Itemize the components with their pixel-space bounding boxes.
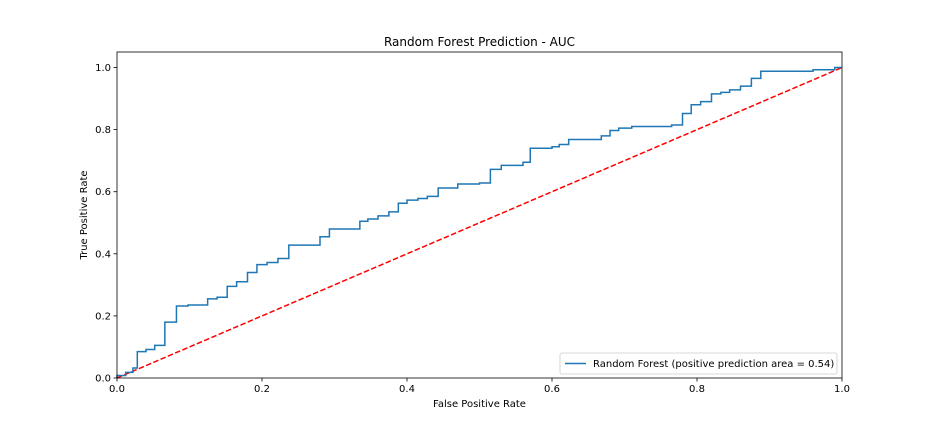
plot-frame bbox=[116, 51, 843, 379]
y-tick-label: 0.8 bbox=[95, 125, 111, 136]
x-axis-title: False Positive Rate bbox=[433, 399, 526, 410]
y-tick-label: 0.4 bbox=[95, 249, 111, 260]
chart-title: Random Forest Prediction - AUC bbox=[384, 35, 575, 49]
legend: Random Forest (positive prediction area … bbox=[559, 352, 838, 375]
plot-background bbox=[117, 52, 842, 378]
chance-line bbox=[116, 66, 843, 379]
y-tick-label: 0.2 bbox=[95, 311, 111, 322]
x-tick-label: 0.8 bbox=[689, 384, 705, 395]
y-axis: 0.0 0.2 0.4 0.6 0.8 1.0 bbox=[95, 63, 117, 385]
x-axis: 0.0 0.2 0.4 0.6 0.8 1.0 bbox=[109, 378, 850, 395]
y-tick-label: 1.0 bbox=[95, 63, 111, 74]
x-tick-label: 0.4 bbox=[399, 384, 415, 395]
x-tick-label: 0.0 bbox=[109, 384, 125, 395]
x-tick-label: 0.6 bbox=[544, 384, 560, 395]
y-axis-title: True Positive Rate bbox=[79, 170, 90, 260]
legend-label: Random Forest (positive prediction area … bbox=[593, 359, 834, 370]
x-tick-label: 0.2 bbox=[254, 384, 270, 395]
x-tick-label: 1.0 bbox=[834, 384, 850, 395]
series-layer bbox=[116, 66, 843, 379]
legend-box bbox=[559, 352, 838, 375]
y-tick-label: 0.0 bbox=[95, 374, 111, 385]
y-tick-label: 0.6 bbox=[95, 187, 111, 198]
plot-area bbox=[116, 51, 843, 379]
roc-curve bbox=[116, 66, 842, 378]
